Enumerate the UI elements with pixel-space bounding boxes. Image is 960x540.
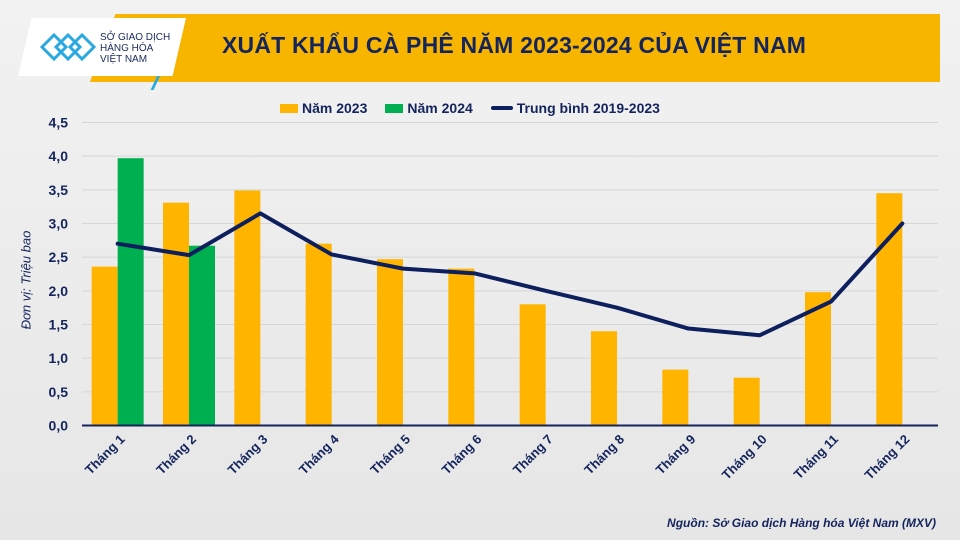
bar-2023 [377, 259, 403, 426]
y-tick-label: 4,0 [49, 148, 69, 164]
y-tick-label: 2,0 [49, 283, 69, 299]
legend-item: Năm 2023 [280, 100, 367, 116]
bar-2023 [91, 266, 118, 426]
bar-2023 [662, 369, 689, 426]
x-tick-label: Tháng 5 [367, 432, 413, 478]
x-tick-label: Tháng 6 [439, 432, 485, 478]
logo-line: SỞ GIAO DỊCH [100, 32, 171, 43]
source-note: Nguồn: Sở Giao dịch Hàng hóa Việt Nam (M… [667, 516, 936, 530]
logo-line: HÀNG HÓA [100, 43, 154, 54]
x-tick-label: Tháng 1 [82, 432, 128, 478]
chart-title: XUẤT KHẨU CÀ PHÊ NĂM 2023-2024 CỦA VIỆT … [222, 32, 807, 58]
legend-label: Năm 2024 [407, 100, 473, 116]
logo-mark-icon [40, 32, 96, 62]
y-tick-label: 3,0 [49, 216, 69, 232]
title-banner [90, 14, 940, 82]
bar-2023 [805, 292, 831, 426]
legend-item: Trung bình 2019-2023 [490, 100, 660, 116]
y-tick-label: 4,5 [49, 115, 69, 131]
bar-2024 [117, 158, 144, 426]
x-tick-label: Tháng 7 [510, 432, 556, 478]
bar-2023 [519, 304, 546, 426]
legend-label: Năm 2023 [302, 100, 368, 116]
logo-text: SỞ GIAO DỊCH HÀNG HÓA VIỆT NAM [100, 32, 170, 65]
x-tick-label: Tháng 8 [581, 432, 627, 478]
legend-swatch [385, 103, 404, 113]
bar-2023 [448, 268, 475, 426]
bar-2023 [305, 243, 332, 426]
logo-line: VIỆT NAM [100, 54, 148, 65]
legend: Năm 2023 Năm 2024 Trung bình 2019-2023 [280, 100, 660, 116]
y-tick-label: 3,5 [49, 182, 69, 198]
line-average-2019-2023 [115, 211, 905, 338]
y-tick-label: 0,0 [49, 418, 69, 434]
x-tick-label: Tháng 10 [719, 432, 770, 483]
x-tick-label: Tháng 2 [153, 432, 199, 478]
logo: SỞ GIAO DỊCH HÀNG HÓA VIỆT NAM [18, 18, 186, 76]
bar-2023 [163, 202, 189, 426]
y-tick-label: 0,5 [49, 384, 69, 400]
bar-2023 [591, 331, 617, 426]
legend-item: Năm 2024 [385, 100, 473, 116]
bar-2023 [234, 190, 261, 426]
bar-2024 [189, 245, 215, 426]
x-tick-label: Tháng 3 [225, 432, 271, 478]
x-tick-label: Tháng 4 [296, 431, 342, 477]
bar-2023 [876, 193, 903, 426]
y-tick-label: 2,5 [49, 249, 69, 265]
legend-swatch [490, 106, 513, 110]
legend-label: Trung bình 2019-2023 [516, 100, 660, 116]
x-tick-label: Tháng 12 [861, 432, 912, 483]
bar-2023 [733, 377, 760, 426]
x-tick-label: Tháng 9 [653, 432, 699, 478]
x-tick-label: Tháng 11 [791, 432, 841, 482]
y-tick-label: 1,5 [49, 317, 69, 333]
y-tick-label: 1,0 [49, 350, 69, 366]
legend-swatch [280, 103, 298, 113]
